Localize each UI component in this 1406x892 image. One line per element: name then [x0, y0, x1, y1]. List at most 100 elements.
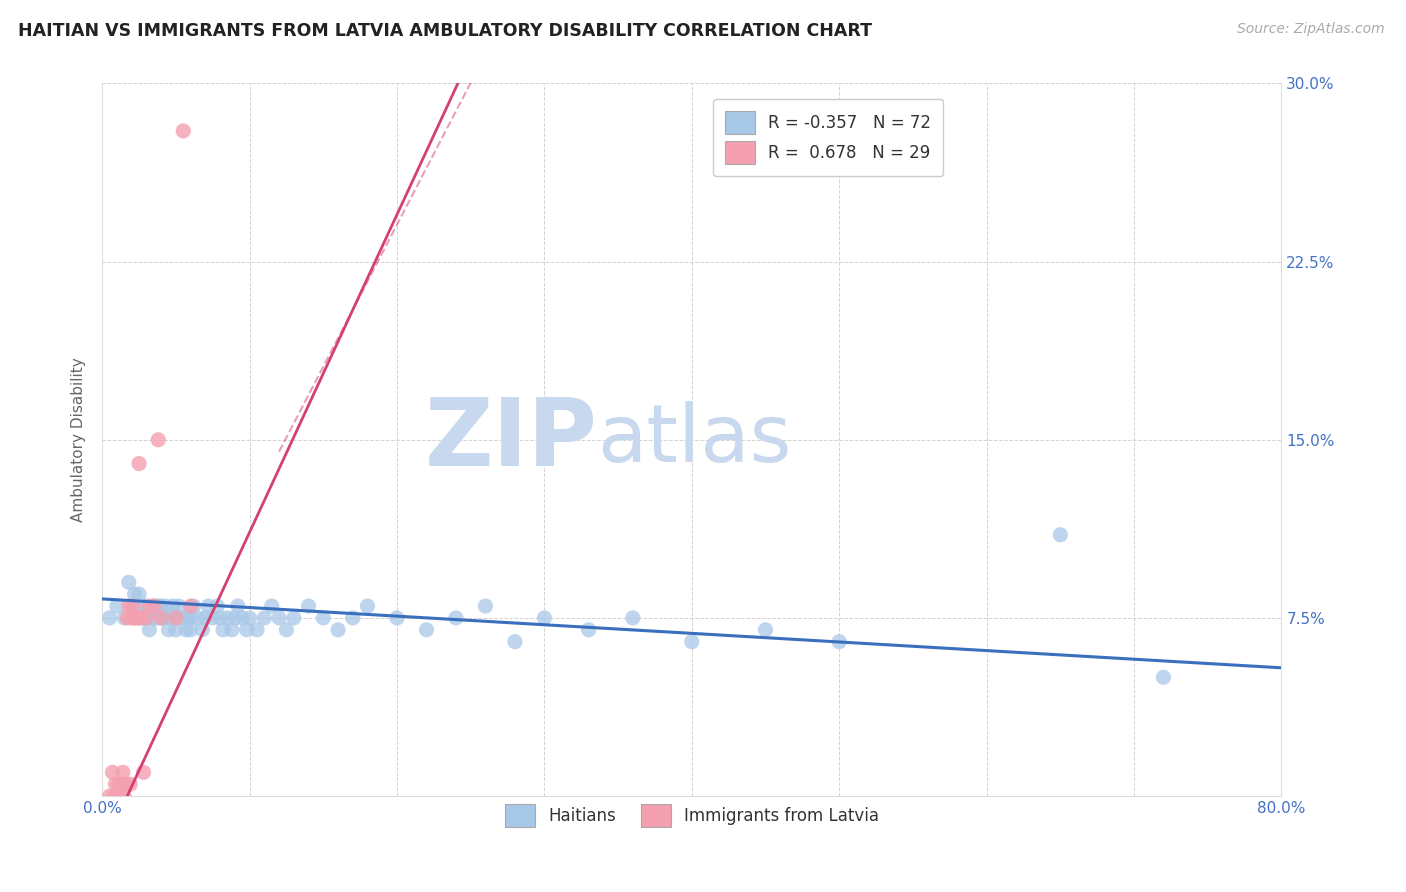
Point [117, 611, 139, 625]
Point [444, 611, 467, 625]
Point [177, 611, 200, 625]
Point [167, 599, 190, 613]
Point [217, 611, 239, 625]
Text: atlas: atlas [598, 401, 792, 479]
Point [103, 789, 125, 803]
Point [153, 611, 176, 625]
Point [276, 623, 298, 637]
Point [1153, 670, 1175, 684]
Point [108, 789, 131, 803]
Point [155, 599, 177, 613]
Point [157, 623, 180, 637]
Point [342, 611, 364, 625]
Point [135, 611, 157, 625]
Point [145, 611, 167, 625]
Point [312, 611, 335, 625]
Point [503, 634, 526, 648]
Point [121, 611, 143, 625]
Point [107, 777, 129, 791]
Point [150, 611, 173, 625]
Point [150, 599, 173, 613]
Point [191, 623, 214, 637]
Point [128, 611, 150, 625]
Point [172, 124, 194, 138]
Y-axis label: Ambulatory Disability: Ambulatory Disability [72, 358, 86, 522]
Point [205, 599, 228, 613]
Point [128, 587, 150, 601]
Point [110, 777, 132, 791]
Point [121, 599, 143, 613]
Point [260, 599, 283, 613]
Point [235, 623, 257, 637]
Point [135, 611, 157, 625]
Point [98, 789, 121, 803]
Point [141, 611, 163, 625]
Point [578, 623, 600, 637]
Point [118, 599, 141, 613]
Point [246, 623, 269, 637]
Point [165, 623, 187, 637]
Point [129, 611, 152, 625]
Point [114, 777, 136, 791]
Text: HAITIAN VS IMMIGRANTS FROM LATVIA AMBULATORY DISABILITY CORRELATION CHART: HAITIAN VS IMMIGRANTS FROM LATVIA AMBULA… [18, 22, 872, 40]
Point [165, 611, 187, 625]
Point [221, 623, 243, 637]
Point [142, 599, 165, 613]
Point [125, 611, 148, 625]
Point [224, 611, 246, 625]
Point [267, 611, 290, 625]
Point [105, 599, 128, 613]
Point [253, 611, 276, 625]
Point [180, 623, 202, 637]
Legend: Haitians, Immigrants from Latvia: Haitians, Immigrants from Latvia [498, 797, 886, 834]
Point [138, 599, 160, 613]
Text: Source: ZipAtlas.com: Source: ZipAtlas.com [1237, 22, 1385, 37]
Point [104, 777, 127, 791]
Point [197, 599, 219, 613]
Point [239, 611, 262, 625]
Point [122, 599, 145, 613]
Point [131, 611, 153, 625]
Point [135, 599, 157, 613]
Point [101, 765, 124, 780]
Point [111, 765, 134, 780]
Point [621, 611, 644, 625]
Point [112, 611, 135, 625]
Point [183, 599, 205, 613]
Point [533, 611, 555, 625]
Point [150, 611, 173, 625]
Point [132, 599, 155, 613]
Point [209, 611, 232, 625]
Point [128, 457, 150, 471]
Point [180, 599, 202, 613]
Point [180, 611, 202, 625]
Point [474, 599, 496, 613]
Point [105, 789, 128, 803]
Point [356, 599, 378, 613]
Point [226, 599, 249, 613]
Point [231, 611, 253, 625]
Point [297, 599, 319, 613]
Point [142, 599, 165, 613]
Point [385, 611, 408, 625]
Point [132, 765, 155, 780]
Point [828, 634, 851, 648]
Point [1049, 528, 1071, 542]
Point [187, 611, 209, 625]
Point [148, 599, 170, 613]
Point [754, 623, 776, 637]
Point [98, 611, 121, 625]
Point [124, 611, 146, 625]
Point [212, 623, 235, 637]
Point [124, 587, 146, 601]
Point [415, 623, 437, 637]
Point [201, 611, 224, 625]
Point [165, 611, 187, 625]
Point [681, 634, 703, 648]
Point [174, 623, 197, 637]
Point [112, 789, 135, 803]
Point [120, 777, 142, 791]
Point [194, 611, 217, 625]
Point [160, 611, 183, 625]
Point [118, 575, 141, 590]
